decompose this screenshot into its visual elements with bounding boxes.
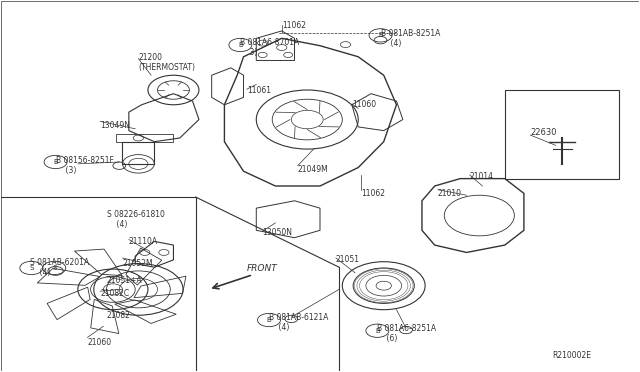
Text: B 081A6-8701A
    3): B 081A6-8701A 3) — [241, 38, 300, 57]
Text: 21200
(THERMOSTAT): 21200 (THERMOSTAT) — [138, 53, 195, 72]
Text: 21082: 21082 — [106, 311, 131, 320]
Text: 21051+A: 21051+A — [106, 276, 142, 285]
Text: 21110A: 21110A — [129, 237, 158, 246]
Text: 22630: 22630 — [531, 128, 557, 137]
Text: 13050N: 13050N — [262, 228, 292, 237]
Text: S: S — [29, 265, 33, 271]
Text: S: S — [52, 265, 56, 271]
Text: 11062: 11062 — [282, 21, 306, 30]
Text: B 081AB-8251A
    (4): B 081AB-8251A (4) — [381, 29, 440, 48]
Text: B 081AB-6121A
    (4): B 081AB-6121A (4) — [269, 313, 328, 332]
Text: 11062: 11062 — [362, 189, 385, 198]
Bar — [505, 90, 620, 179]
Text: B: B — [267, 317, 271, 323]
Text: 21049M: 21049M — [298, 165, 328, 174]
Text: B: B — [238, 42, 243, 48]
Text: B 081A6-8251A
    (6): B 081A6-8251A (6) — [378, 324, 436, 343]
Text: 21014: 21014 — [470, 172, 493, 181]
Text: B: B — [378, 32, 383, 38]
Text: 13049N: 13049N — [100, 121, 130, 129]
Text: 21052M: 21052M — [122, 259, 153, 268]
Text: B 08156-8251F
    (3): B 08156-8251F (3) — [56, 156, 113, 175]
Text: B: B — [375, 328, 380, 334]
Text: 21082C: 21082C — [100, 289, 129, 298]
Text: S 081AB-6201A
    (4): S 081AB-6201A (4) — [30, 258, 89, 276]
Text: FRONT: FRONT — [246, 264, 278, 273]
Text: 21010: 21010 — [438, 189, 462, 198]
Text: B: B — [53, 159, 58, 165]
Text: 11061: 11061 — [246, 86, 271, 94]
Text: R210002E: R210002E — [552, 351, 591, 360]
Text: S 08226-61810
    (4): S 08226-61810 (4) — [106, 210, 164, 228]
Text: 21060: 21060 — [88, 339, 111, 347]
Text: 11060: 11060 — [352, 100, 376, 109]
Text: 21051: 21051 — [336, 255, 360, 264]
